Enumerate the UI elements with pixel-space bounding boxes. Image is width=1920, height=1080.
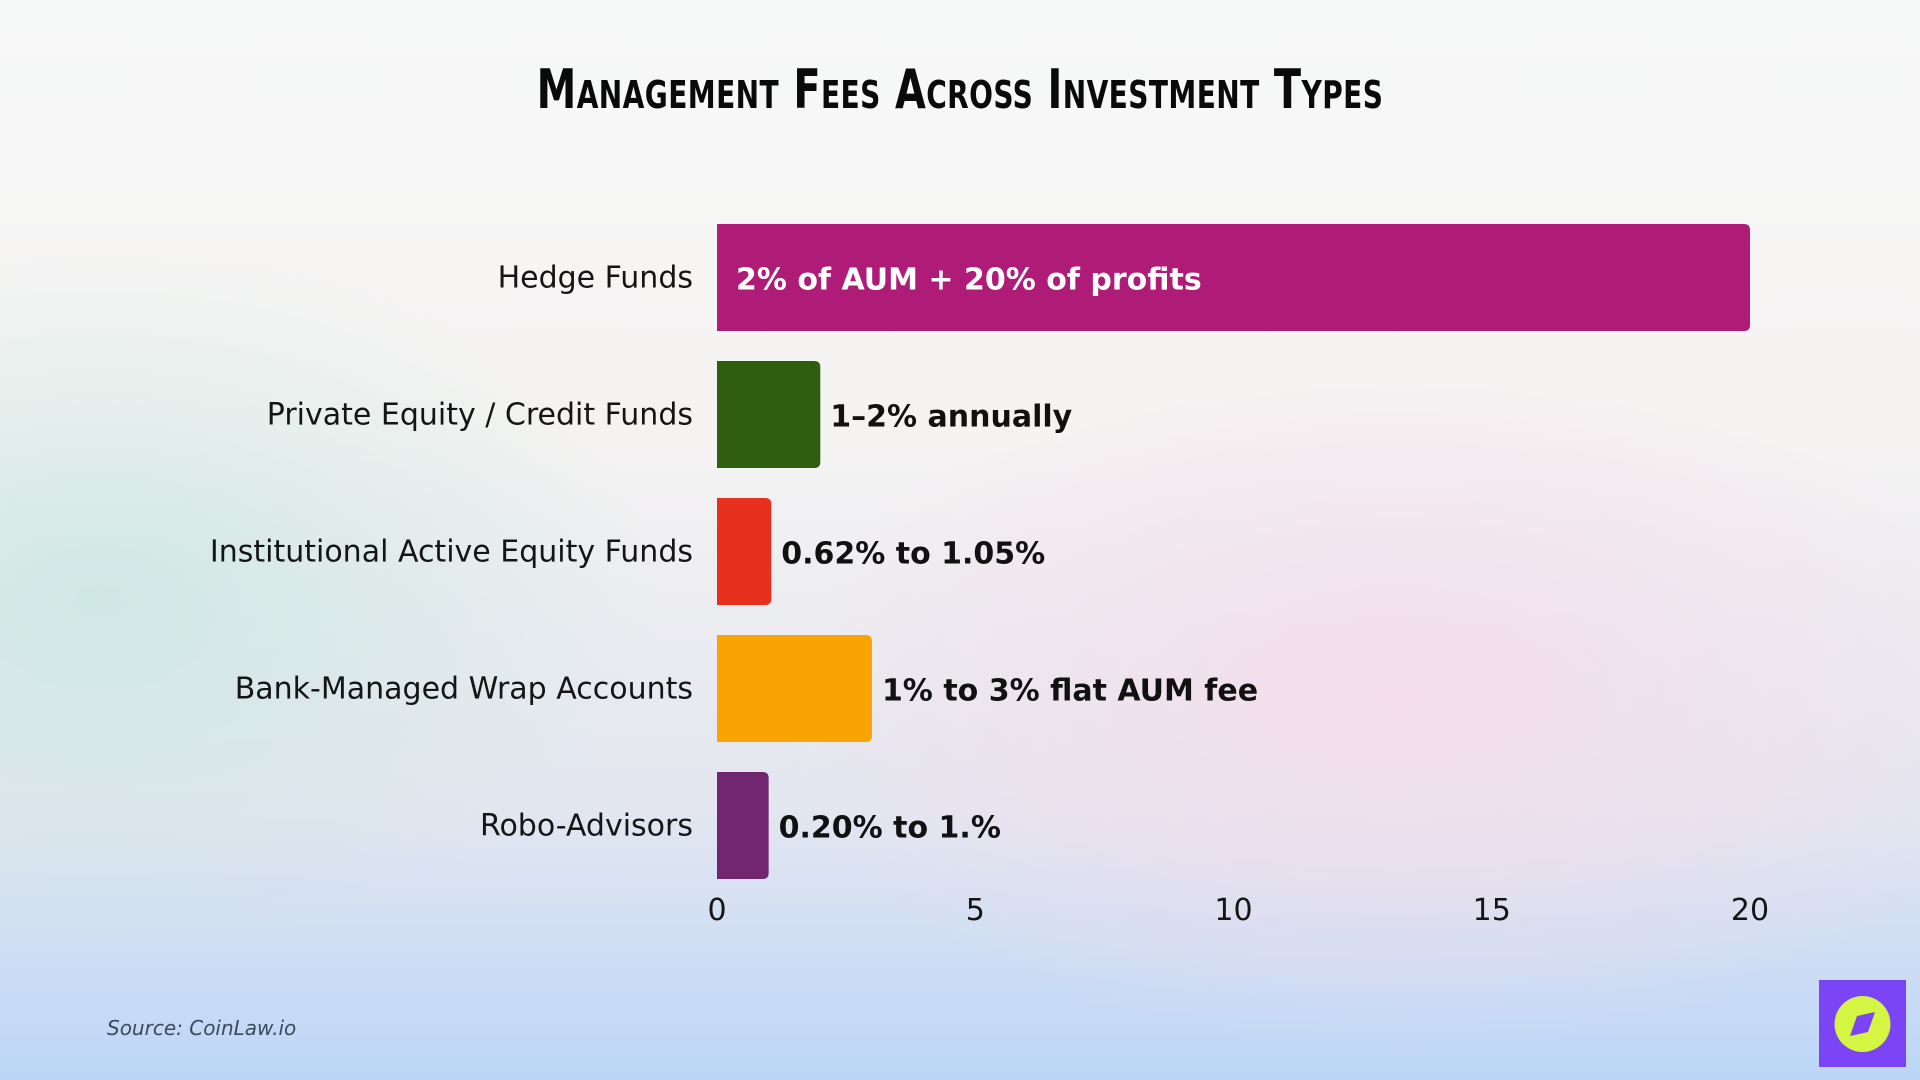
category-label: Institutional Active Equity Funds (210, 535, 693, 570)
bar (717, 224, 1750, 331)
bar (717, 635, 872, 742)
bar (717, 498, 772, 605)
chart-title: Management Fees Across Investment Types (536, 58, 1384, 121)
category-label: Robo-Advisors (480, 809, 693, 844)
category-label: Bank-Managed Wrap Accounts (235, 672, 693, 707)
bar (717, 361, 821, 468)
logo (1819, 980, 1906, 1067)
compass-icon (1834, 996, 1891, 1052)
category-label: Hedge Funds (498, 261, 693, 296)
source-note: Source: CoinLaw.io (107, 1016, 297, 1040)
bar (717, 772, 769, 879)
x-tick-label: 20 (1731, 893, 1769, 928)
x-tick-label: 10 (1214, 893, 1252, 928)
x-tick-label: 15 (1473, 893, 1511, 928)
data-label: 1% to 3% flat AUM fee (882, 674, 1258, 709)
category-label: Private Equity / Credit Funds (267, 398, 693, 433)
data-label: 0.62% to 1.05% (781, 537, 1045, 572)
data-label: 2% of AUM + 20% of profits (736, 263, 1202, 298)
data-label: 1–2% annually (830, 400, 1072, 435)
x-tick-label: 0 (707, 893, 726, 928)
data-label: 0.20% to 1.% (779, 811, 1001, 846)
x-tick-label: 5 (966, 893, 985, 928)
